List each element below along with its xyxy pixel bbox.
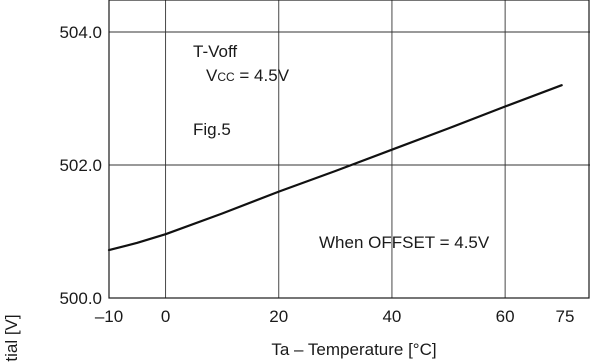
plot-area-frame [108,0,590,299]
x-tick-label: –10 [95,307,123,326]
test-label-annotation: T-Voff [193,42,237,61]
y-tick-label: 504.0 [59,23,102,42]
x-tick-label: 75 [556,307,575,326]
vcc-prefix: V [206,66,218,85]
y-axis-title: tial [V] [2,314,21,361]
y-tick-label: 502.0 [59,156,102,175]
vcc-annotation: VCC = 4.5V [206,66,290,85]
series-line [107,84,563,252]
tick-label-layer: –10 0 20 40 60 75 500.0 502.0 504.0 [59,23,574,326]
vcc-subscript: CC [217,70,235,84]
series-layer [107,84,563,252]
y-tick-label: 500.0 [59,289,102,308]
grid-layer [109,0,590,298]
vcc-value: = 4.5V [235,66,290,85]
x-tick-label: 20 [269,307,288,326]
figure-label-annotation: Fig.5 [193,120,231,139]
x-tick-label: 60 [496,307,515,326]
condition-annotation: When OFFSET = 4.5V [319,233,490,252]
x-tick-label: 0 [161,307,170,326]
x-tick-label: 40 [382,307,401,326]
x-axis-title: Ta – Temperature [°C] [271,340,436,359]
